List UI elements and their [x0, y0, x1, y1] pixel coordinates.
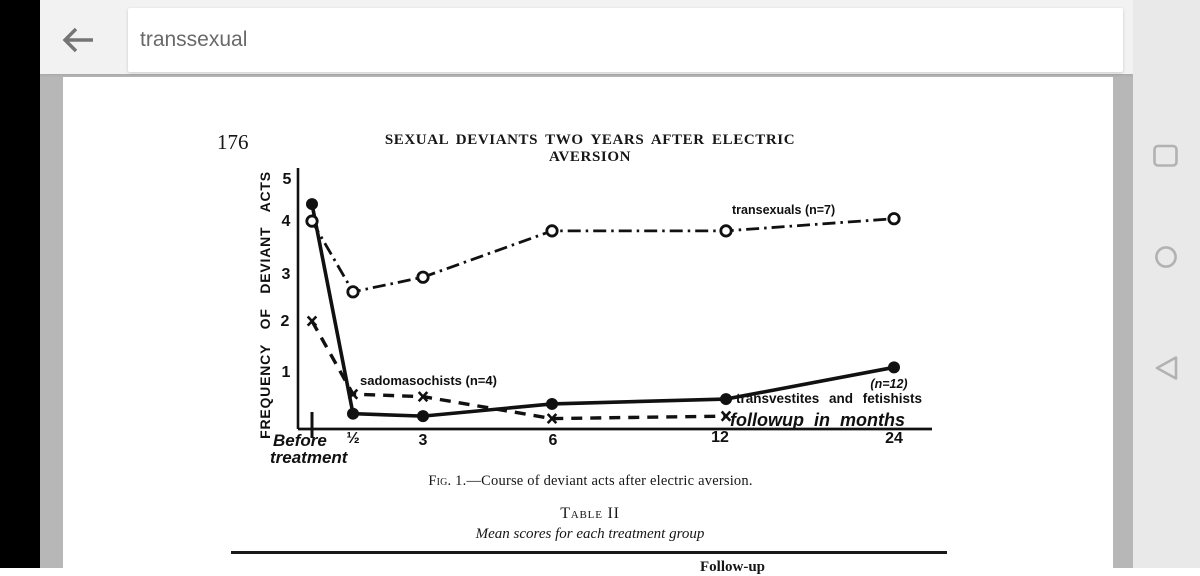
- figure-caption-prefix: Fig. 1.: [428, 473, 467, 489]
- series-label-sadomasochists: sadomasochists (n=4): [360, 373, 497, 388]
- y-tick-4: 4: [281, 213, 291, 230]
- table-subtitle: Mean scores for each treatment group: [475, 526, 705, 542]
- x-tick-3: 3: [418, 432, 428, 449]
- x-tick-12: 12: [711, 429, 729, 446]
- running-title: SEXUAL DEVIANTS TWO YEARS AFTER ELECTRIC…: [384, 132, 796, 165]
- x-axis-label: followup in months: [730, 410, 905, 430]
- x-tick-24: 24: [885, 430, 903, 447]
- document-scroll-area[interactable]: [40, 74, 1133, 568]
- search-query-text: transsexual: [140, 28, 248, 51]
- before-treatment-label-line2: treatment: [270, 448, 348, 467]
- android-nav-bar: [1133, 0, 1200, 568]
- y-tick-2: 2: [280, 313, 290, 330]
- app-top-bar: transsexual: [40, 0, 1133, 74]
- series-label-transvestites-n: (n=12): [870, 377, 908, 391]
- letterbox-left: [0, 0, 40, 568]
- figure-caption: Fig. 1.—Course of deviant acts after ele…: [363, 473, 818, 490]
- figure-chart: [296, 168, 932, 438]
- home-button[interactable]: [1133, 227, 1200, 287]
- recents-button[interactable]: [1133, 125, 1200, 185]
- document-page: [63, 77, 1113, 568]
- series-label-transexuals: transexuals (n=7): [732, 203, 836, 217]
- y-tick-5: 5: [282, 171, 292, 188]
- back-nav-button[interactable]: [1133, 338, 1200, 398]
- figure-caption-rest: —Course of deviant acts after electric a…: [466, 473, 753, 489]
- table-title: Table II: [560, 505, 620, 522]
- back-arrow-icon: [62, 27, 93, 53]
- table-top-rule: [231, 551, 947, 554]
- home-circle-icon: [1155, 246, 1177, 268]
- x-tick-6: 6: [548, 432, 558, 449]
- x-tick-half: ½: [346, 430, 360, 447]
- search-bar[interactable]: transsexual: [128, 8, 1123, 72]
- series-label-transvestites: transvestites and fetishists: [736, 391, 923, 406]
- recents-square-icon: [1153, 144, 1178, 167]
- page-number: 176: [217, 130, 249, 154]
- y-tick-1: 1: [281, 364, 291, 381]
- back-button[interactable]: [56, 20, 100, 60]
- back-triangle-icon: [1155, 356, 1178, 380]
- y-tick-3: 3: [281, 266, 291, 283]
